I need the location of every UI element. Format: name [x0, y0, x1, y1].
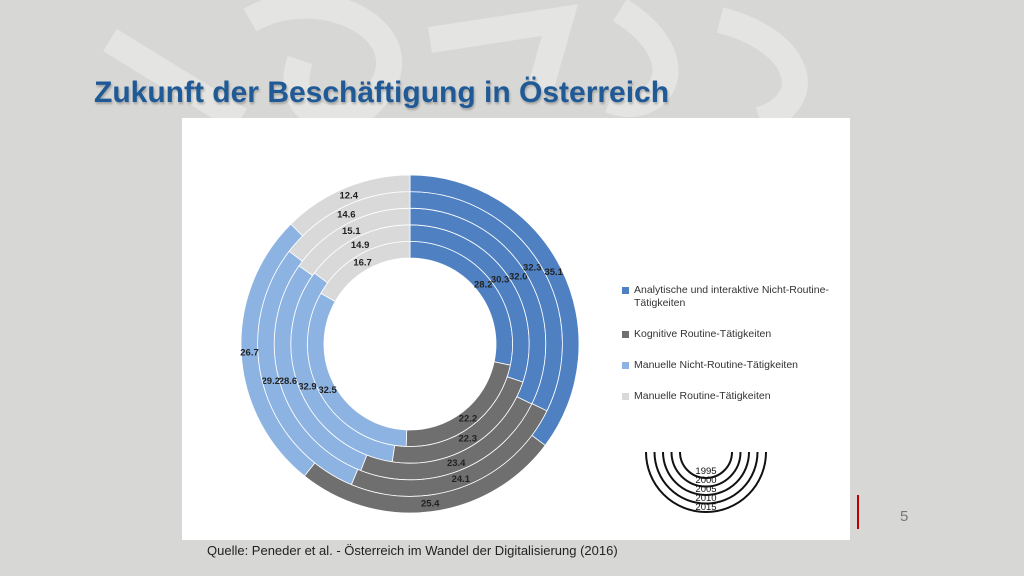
- data-label: 32.5: [318, 385, 337, 396]
- ring-year-label: 2005: [695, 484, 716, 495]
- data-label: 24.1: [452, 474, 471, 485]
- ring-key-arc: [645, 451, 767, 513]
- data-label: 32.0: [509, 272, 528, 283]
- chart-legend: Analytische und interaktive Nicht-Routin…: [622, 284, 842, 421]
- data-label: 12.4: [339, 190, 358, 201]
- data-label: 15.1: [342, 226, 361, 237]
- data-label: 26.7: [240, 348, 259, 359]
- chart-panel: 28.2 22.2 32.5 16.7 30.3 22.3 32.9 14.9 32.0 23.4…: [182, 118, 850, 540]
- legend-swatch: [622, 287, 629, 294]
- ring-key-arc: [679, 451, 733, 479]
- data-label: 30.3: [491, 274, 510, 285]
- data-label: 23.4: [447, 458, 466, 469]
- data-label: 22.3: [458, 434, 477, 445]
- legend-item: Analytische und interaktive Nicht-Routin…: [622, 284, 842, 310]
- donut-segment: [290, 174, 411, 237]
- accent-mark: [857, 495, 859, 529]
- legend-label: Kognitive Routine-Tätigkeiten: [634, 328, 772, 340]
- ring-year-label: 2015: [695, 502, 716, 513]
- ring-key-arc: [662, 451, 750, 496]
- slide-title: Zukunft der Beschäftigung in Österreich: [94, 76, 670, 109]
- data-label: 29.2: [262, 376, 281, 387]
- data-label: 35.1: [544, 267, 563, 278]
- legend-item: Manuelle Routine-Tätigkeiten: [622, 390, 842, 403]
- data-label: 14.9: [351, 240, 370, 251]
- legend-label: Analytische und interaktive Nicht-Routin…: [634, 284, 829, 309]
- data-label: 22.2: [459, 413, 478, 424]
- source-citation: Quelle: Peneder et al. - Österreich im W…: [207, 543, 618, 558]
- legend-label: Manuelle Routine-Tätigkeiten: [634, 390, 771, 402]
- donut-chart: 28.2 22.2 32.5 16.7 30.3 22.3 32.9 14.9 32.0 23.4…: [240, 174, 767, 514]
- data-label: 32.9: [298, 381, 317, 392]
- data-label: 14.6: [337, 210, 356, 221]
- data-label: 28.6: [279, 376, 298, 387]
- ring-year-label: 2010: [695, 493, 716, 504]
- legend-swatch: [622, 393, 629, 400]
- legend-item: Kognitive Routine-Tätigkeiten: [622, 328, 842, 341]
- data-label: 25.4: [421, 498, 440, 509]
- ring-key-arc: [653, 451, 759, 505]
- legend-swatch: [622, 331, 629, 338]
- data-label: 28.2: [474, 280, 493, 291]
- page-number: 5: [900, 508, 909, 525]
- legend-swatch: [622, 362, 629, 369]
- ring-key-arc: [670, 451, 742, 488]
- data-label: 16.7: [353, 257, 372, 268]
- legend-item: Manuelle Nicht-Routine-Tätigkeiten: [622, 359, 842, 372]
- data-label: 32.3: [523, 263, 542, 274]
- ring-year-label: 1995: [695, 466, 716, 477]
- legend-label: Manuelle Nicht-Routine-Tätigkeiten: [634, 359, 798, 371]
- ring-year-label: 2000: [695, 475, 716, 486]
